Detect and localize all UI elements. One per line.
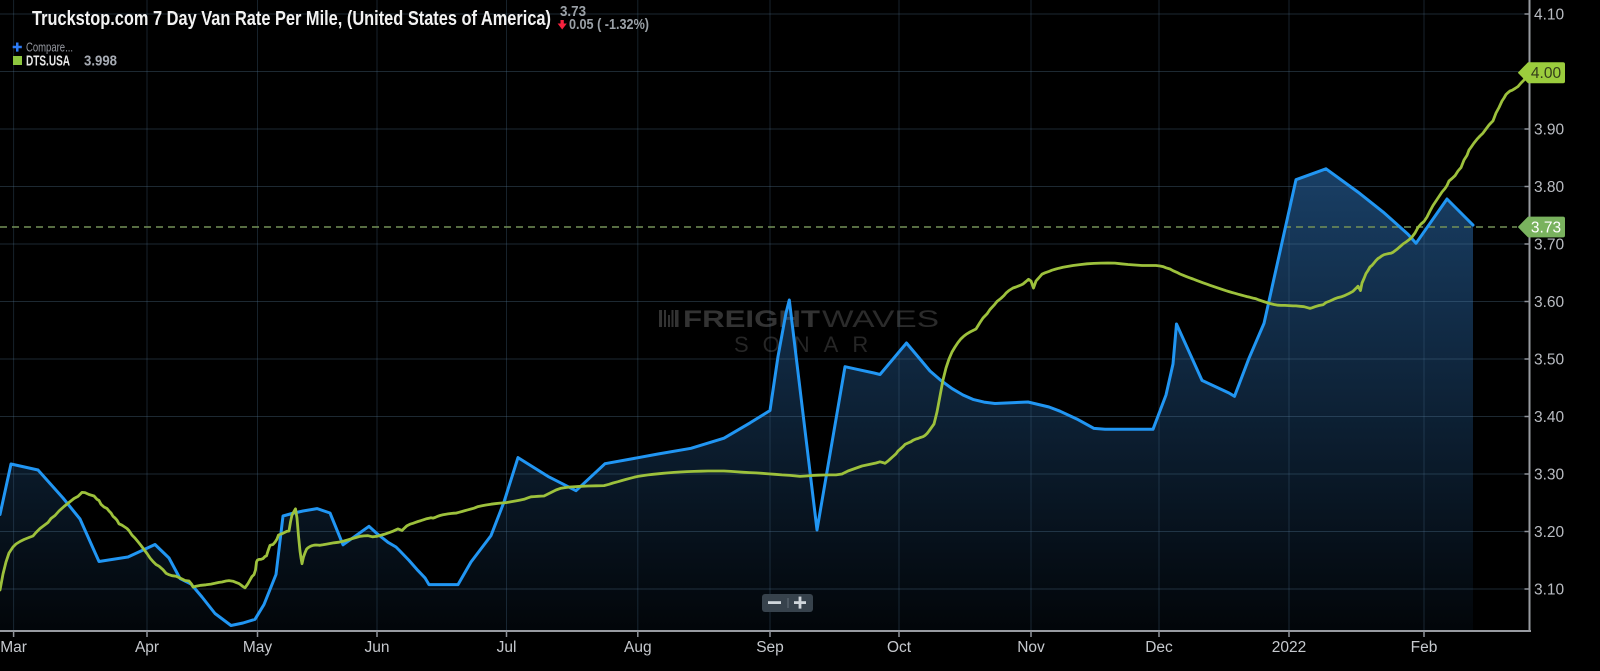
svg-text:Compare...: Compare... [26,40,73,55]
svg-text:Jul: Jul [497,639,517,656]
svg-text:3.70: 3.70 [1534,237,1565,254]
svg-text:3.73: 3.73 [1531,220,1561,237]
svg-text:Oct: Oct [887,639,912,656]
svg-text:Mar: Mar [0,639,27,656]
svg-text:3.30: 3.30 [1534,467,1565,484]
svg-text:3.50: 3.50 [1534,352,1565,369]
svg-text:3.60: 3.60 [1534,294,1565,311]
svg-text:Aug: Aug [624,639,652,656]
svg-text:3.998: 3.998 [84,54,117,70]
svg-text:3.90: 3.90 [1534,122,1565,139]
svg-text:4.00: 4.00 [1531,65,1562,82]
svg-text:FREIGHT: FREIGHT [683,306,820,333]
svg-text:WAVES: WAVES [822,306,939,333]
svg-text:3.40: 3.40 [1534,409,1565,426]
svg-text:May: May [243,639,273,656]
svg-text:3.73: 3.73 [560,3,586,20]
svg-text:2022: 2022 [1272,639,1306,656]
svg-text:Dec: Dec [1145,639,1173,656]
svg-text:Apr: Apr [135,639,159,656]
svg-text:4.10: 4.10 [1534,7,1565,24]
svg-text:Jun: Jun [365,639,390,656]
svg-text:3.20: 3.20 [1534,524,1565,541]
svg-text:Truckstop.com 7 Day Van Rate P: Truckstop.com 7 Day Van Rate Per Mile, (… [32,8,551,30]
svg-text:3.10: 3.10 [1534,582,1565,599]
svg-text:Sep: Sep [756,639,784,656]
svg-text:DTS.USA: DTS.USA [26,54,70,70]
svg-text:0.05 ( -1.32%): 0.05 ( -1.32%) [569,16,649,33]
svg-text:Nov: Nov [1017,639,1045,656]
svg-text:SONAR: SONAR [734,332,882,357]
svg-text:Feb: Feb [1411,639,1438,656]
svg-text:3.80: 3.80 [1534,179,1565,196]
